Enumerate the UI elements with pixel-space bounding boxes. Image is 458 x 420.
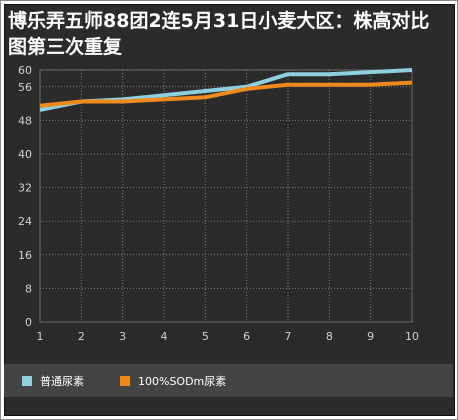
x-tick-label: 1	[37, 330, 44, 343]
plot-border	[39, 69, 413, 323]
y-tick-label: 48	[18, 114, 32, 127]
chart-title: 博乐弄五师88团2连5月31日小麦大区：株高对比图第三次重复	[8, 10, 430, 58]
legend-swatch-series-1	[22, 376, 32, 386]
x-tick-label: 5	[202, 330, 209, 343]
legend-item-series-2[interactable]: 100%SODm尿素	[120, 373, 226, 389]
y-tick-label: 60	[18, 64, 32, 77]
grid-layer	[39, 69, 413, 323]
y-tick-label: 40	[18, 148, 32, 161]
x-tick-label: 6	[243, 330, 250, 343]
x-tick-label: 9	[367, 330, 374, 343]
x-tick-label: 3	[119, 330, 126, 343]
x-tick-label: 8	[326, 330, 333, 343]
x-tick-label: 7	[285, 330, 292, 343]
y-tick-label: 8	[25, 282, 32, 295]
y-tick-label: 0	[25, 316, 32, 329]
series-line-1	[39, 68, 413, 112]
series-line-2	[39, 80, 413, 108]
x-tick-label: 2	[78, 330, 85, 343]
series-layer	[39, 68, 413, 112]
x-tick-label: 10	[405, 330, 419, 343]
y-tick-label: 24	[18, 215, 32, 228]
y-tick-label: 56	[18, 81, 32, 94]
legend-item-series-1[interactable]: 普通尿素	[22, 373, 84, 389]
legend-label-series-1: 普通尿素	[40, 375, 84, 388]
legend: 普通尿素 100%SODm尿素	[4, 364, 453, 397]
x-tick-label: 4	[161, 330, 168, 343]
legend-swatch-series-2	[120, 376, 130, 386]
y-tick-label: 16	[18, 249, 32, 262]
y-tick-label: 32	[18, 182, 32, 195]
legend-label-series-2: 100%SODm尿素	[138, 375, 227, 388]
